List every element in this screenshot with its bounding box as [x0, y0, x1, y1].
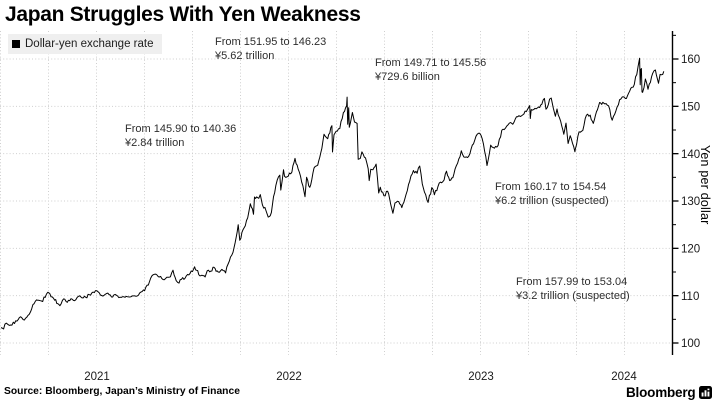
page-title: Japan Struggles With Yen Weakness: [5, 3, 361, 26]
intervention-annotation: From 157.99 to 153.04 ¥3.2 trillion (sus…: [516, 276, 630, 303]
legend: Dollar-yen exchange rate: [8, 34, 162, 54]
annotation-range: From 149.71 to 145.56: [375, 57, 487, 69]
bloomberg-logo: Bloomberg: [626, 385, 713, 400]
y-tick-label: 110: [681, 291, 699, 303]
bloomberg-bars-icon: [699, 386, 713, 399]
intervention-annotation: From 160.17 to 154.54 ¥6.2 trillion (sus…: [495, 181, 609, 208]
y-tick-label: 140: [681, 149, 700, 161]
y-tick-label: 120: [681, 244, 700, 256]
annotation-amount: ¥3.2 trillion (suspected): [516, 289, 630, 302]
x-tick-label: 2024: [611, 371, 637, 383]
x-tick-label: 2023: [468, 371, 494, 383]
usd-jpy-line: [0, 57, 665, 330]
bloomberg-wordmark: Bloomberg: [626, 385, 696, 400]
y-tick-label: 130: [681, 196, 700, 208]
annotation-amount: ¥729.6 billion: [375, 70, 440, 83]
y-tick-label: 160: [681, 54, 700, 66]
intervention-annotation: From 149.71 to 145.56 ¥729.6 billion: [375, 57, 486, 84]
x-tick-label: 2021: [84, 371, 110, 383]
annotation-range: From 151.95 to 146.23: [215, 36, 327, 48]
annotation-range: From 157.99 to 153.04: [516, 276, 628, 288]
annotation-amount: ¥5.62 trillion: [215, 49, 275, 62]
annotation-amount: ¥2.84 trillion: [125, 136, 185, 149]
annotation-range: From 160.17 to 154.54: [495, 181, 607, 193]
annotation-amount: ¥6.2 trillion (suspected): [495, 194, 609, 207]
y-axis-title: Yen per dollar: [698, 145, 712, 225]
legend-swatch-icon: [12, 40, 20, 48]
x-tick-label: 2022: [276, 371, 302, 383]
source-credit: Source: Bloomberg, Japan’s Ministry of F…: [4, 386, 240, 397]
intervention-annotation: From 145.90 to 140.36 ¥2.84 trillion: [125, 123, 236, 150]
legend-label: Dollar-yen exchange rate: [25, 38, 154, 50]
intervention-annotation: From 151.95 to 146.23 ¥5.62 trillion: [215, 36, 326, 63]
annotation-range: From 145.90 to 140.36: [125, 123, 237, 135]
y-tick-label: 150: [681, 102, 700, 114]
y-tick-label: 100: [681, 338, 700, 350]
